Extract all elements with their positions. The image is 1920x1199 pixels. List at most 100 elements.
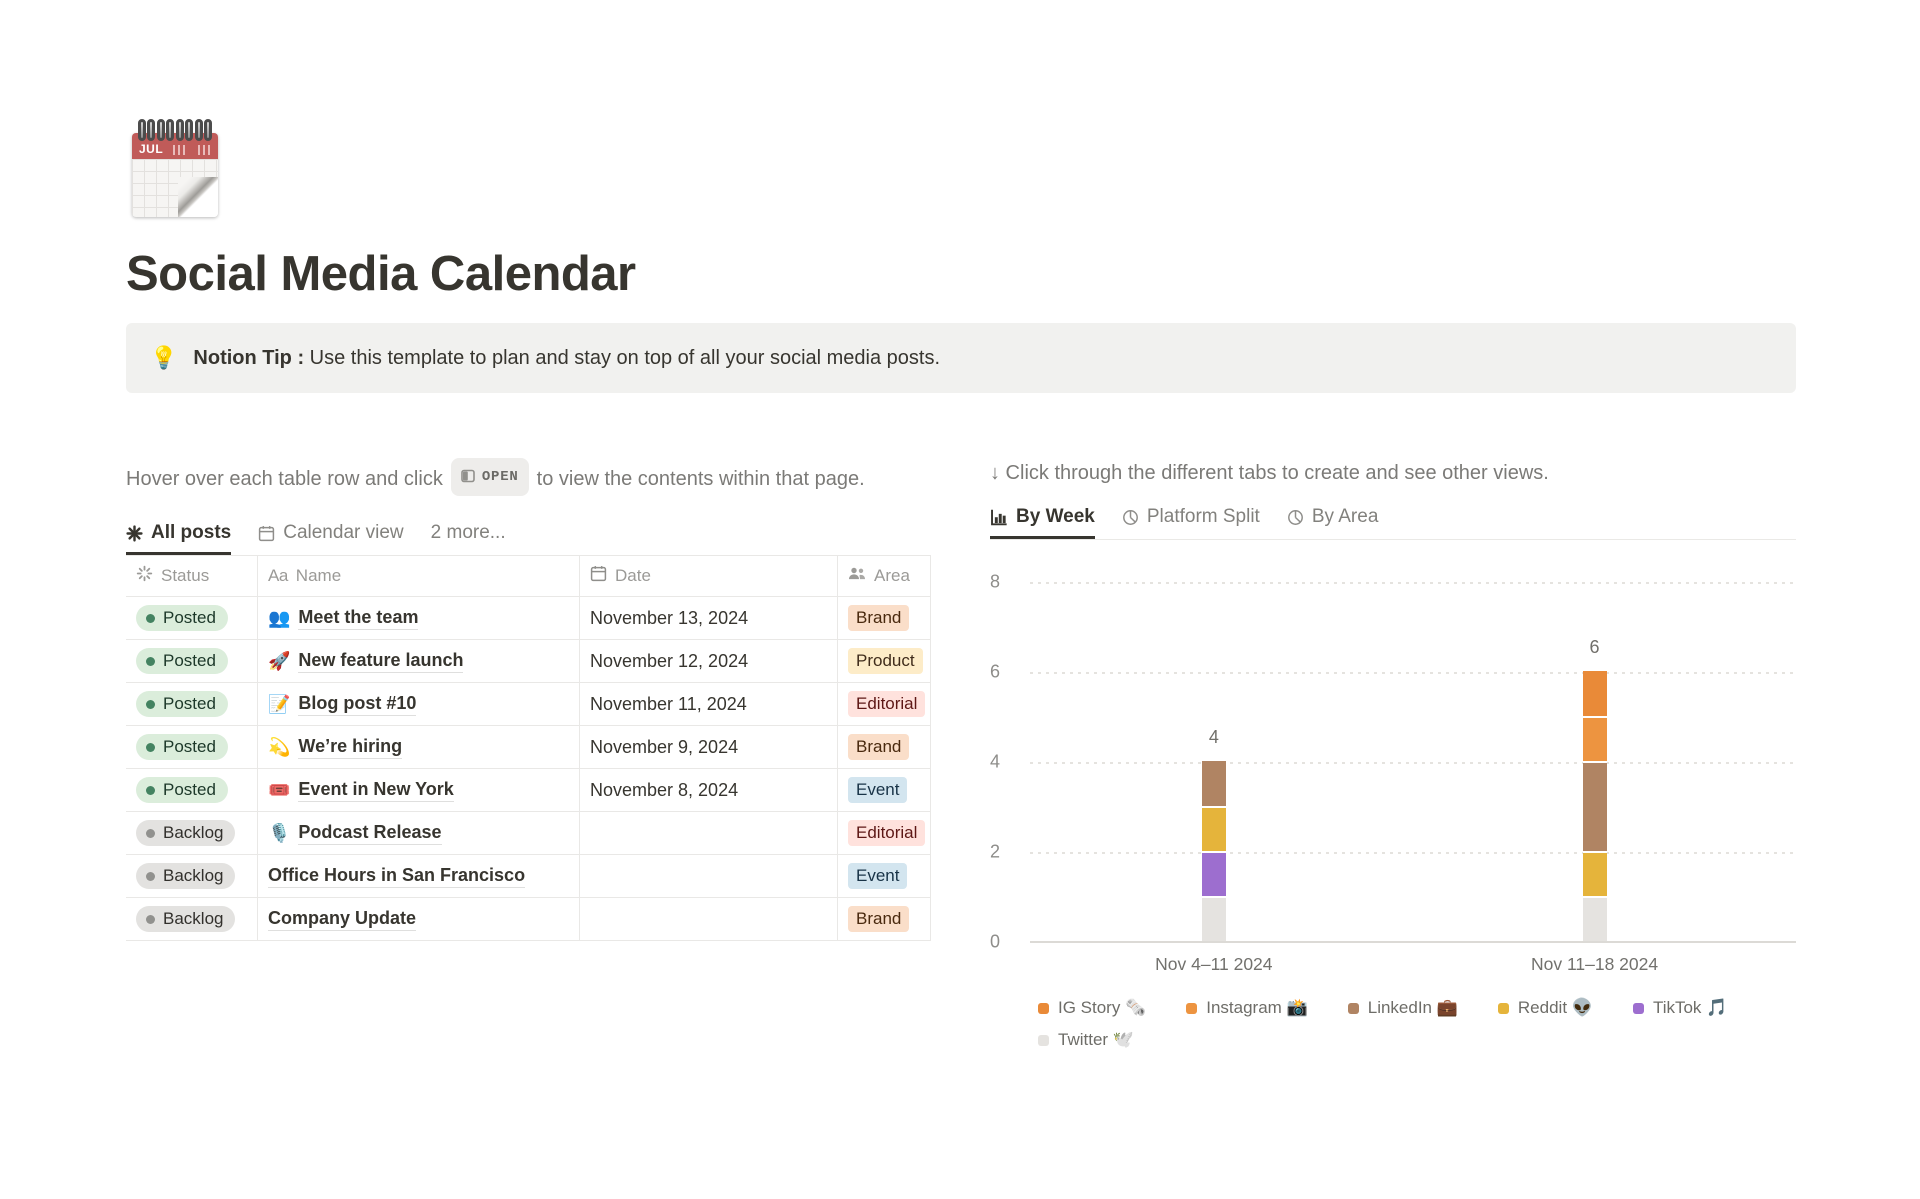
legend-marker (1632, 1002, 1644, 1014)
spiral-ring (166, 119, 175, 141)
bar-segment-twitter (1582, 896, 1607, 941)
column-header-label: Name (295, 566, 342, 585)
status-badge: Backlog (136, 906, 236, 932)
status-badge: Backlog (136, 863, 236, 889)
tab-label: By Area (1311, 506, 1379, 527)
legend-marker (1497, 1002, 1509, 1014)
post-link[interactable]: Event in New York (298, 779, 454, 802)
stacked-bar (1201, 761, 1226, 941)
status-badge: Posted (136, 777, 228, 803)
y-axis-tick: 0 (990, 931, 1001, 952)
calendar-graphic: JUL (132, 133, 218, 217)
post-emoji: 🚀 (268, 651, 291, 671)
callout-text: Notion Tip : Use this template to plan a… (193, 347, 941, 369)
legend-item-instagram: Instagram 📸 (1186, 998, 1308, 1018)
tab-label: All posts (151, 522, 232, 543)
post-date: November 8, 2024 (580, 769, 838, 811)
bar-segment-instagram (1582, 716, 1607, 761)
post-date (580, 855, 838, 897)
column-header-name[interactable]: Aa Name (258, 556, 580, 596)
aa-icon: Aa (268, 566, 288, 585)
column-header-date[interactable]: Date (580, 556, 838, 596)
spiral-ring (156, 119, 165, 141)
tab-by-area[interactable]: By Area (1287, 506, 1379, 539)
post-link[interactable]: Office Hours in San Francisco (268, 865, 526, 888)
column-header-label: Date (615, 566, 651, 585)
gridline (1030, 852, 1796, 854)
legend-item-ig-story: IG Story 🗞️ (1038, 998, 1146, 1018)
y-axis-tick: 6 (990, 661, 1001, 682)
spiral-ring (194, 119, 203, 141)
by-week-chart: 8 6 4 2 0 4 Nov 4–11 2024 6 Nov 11–18 2024 (990, 572, 1796, 974)
open-panel-icon (461, 462, 475, 492)
column-header-label: Status (161, 566, 210, 585)
x-axis-label: Nov 4–11 2024 (1155, 954, 1273, 974)
legend-marker (1038, 1034, 1049, 1046)
status-dot (146, 785, 155, 795)
post-link[interactable]: Podcast Release (298, 822, 442, 845)
tab-all-posts[interactable]: All posts (126, 522, 231, 555)
post-link[interactable]: We’re hiring (298, 736, 403, 759)
post-link[interactable]: Company Update (268, 908, 417, 931)
status-badge: Posted (136, 734, 228, 760)
post-date: November 11, 2024 (580, 683, 838, 725)
table-row[interactable]: Posted 💫 We’re hiring November 9, 2024 Brand (126, 726, 931, 769)
post-emoji: 📝 (268, 694, 291, 714)
column-header-status[interactable]: Status (126, 556, 258, 596)
stacked-bar (1582, 671, 1607, 941)
status-dot (146, 828, 155, 838)
table-row[interactable]: Backlog 🎙️ Podcast Release Editorial (126, 812, 931, 855)
tab-platform-split[interactable]: Platform Split (1122, 506, 1260, 539)
legend-label: Twitter 🕊️ (1058, 1030, 1134, 1049)
page-icon-spiral-calendar[interactable]: JUL (126, 119, 226, 231)
table-row[interactable]: Posted 🎟️ Event in New York November 8, 202… (126, 769, 931, 812)
legend-item-linkedin: LinkedIn 💼 (1347, 998, 1458, 1018)
status-badge: Posted (136, 648, 228, 674)
tab-2-more[interactable]: 2 more... (431, 522, 506, 555)
posts-table-body: Posted 👥 Meet the team November 13, 2024 Bra… (126, 597, 931, 941)
calendar-ticks (197, 145, 212, 155)
spiral-ring (203, 119, 212, 141)
area-tag: Brand (848, 605, 910, 631)
legend-label: TikTok 🎵 (1652, 998, 1728, 1017)
table-row[interactable]: Posted 📝 Blog post #10 November 11, 2024 Edi… (126, 683, 931, 726)
legend-marker (1347, 1002, 1359, 1014)
post-link[interactable]: Meet the team (298, 607, 419, 630)
legend-label: Instagram 📸 (1206, 998, 1308, 1017)
legend-label: LinkedIn 💼 (1367, 998, 1458, 1017)
table-row[interactable]: Posted 👥 Meet the team November 13, 2024 Bra… (126, 597, 931, 640)
calendar-ticks (173, 145, 188, 155)
table-row[interactable]: Posted 🚀 New feature launch November 12, 20… (126, 640, 931, 683)
status-dot (146, 656, 155, 666)
bar-chart-icon (990, 508, 1008, 526)
status-dot (146, 613, 155, 623)
status-dot (146, 699, 155, 709)
chart-plot-area: 8 6 4 2 0 4 Nov 4–11 2024 6 Nov 11–18 2024 (990, 572, 1796, 974)
legend-marker (1038, 1002, 1049, 1014)
post-emoji: 🎟️ (268, 780, 291, 800)
post-date (580, 898, 838, 940)
bar-segment-reddit (1582, 851, 1607, 896)
legend-item-reddit: Reddit 👽 (1497, 998, 1593, 1018)
status-dot (146, 871, 155, 881)
gridline (1030, 762, 1796, 764)
pie-chart-icon (1122, 509, 1139, 526)
x-axis-line (1030, 941, 1796, 943)
y-axis-tick: 4 (990, 751, 1001, 772)
table-row[interactable]: Backlog Office Hours in San Francisco Even… (126, 855, 931, 898)
bar-segment-reddit (1201, 806, 1226, 851)
page-title: Social Media Calendar (126, 247, 636, 301)
page-curl (178, 177, 218, 217)
tab-calendar-view[interactable]: Calendar view (258, 522, 404, 555)
posts-table: Status Aa Name Date Area Posted 👥 Meet the tea… (126, 555, 931, 941)
area-tag: Event (848, 863, 908, 889)
bar-segment-ig-story (1582, 671, 1607, 716)
pie-chart-icon (1287, 509, 1304, 526)
table-row[interactable]: Backlog Company Update Brand (126, 898, 931, 941)
post-link[interactable]: New feature launch (298, 650, 464, 673)
tab-by-week[interactable]: By Week (990, 506, 1095, 539)
column-header-area[interactable]: Area (838, 556, 931, 596)
post-emoji: 🎙️ (268, 823, 291, 843)
gridline (1030, 672, 1796, 674)
post-link[interactable]: Blog post #10 (298, 693, 417, 716)
